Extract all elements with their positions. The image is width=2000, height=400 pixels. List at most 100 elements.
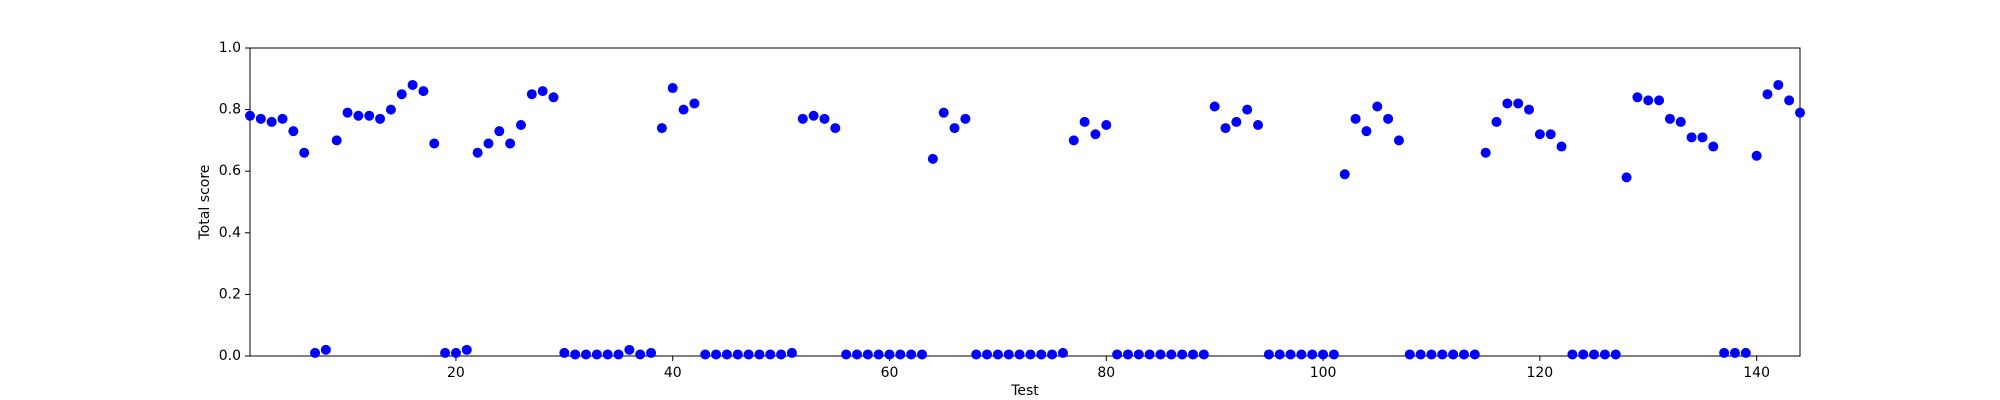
point: [472, 147, 483, 158]
point: [743, 349, 754, 360]
point: [1524, 104, 1535, 115]
x-tick-label: 100: [1310, 365, 1337, 381]
point: [559, 347, 570, 358]
point: [1502, 98, 1513, 109]
point: [1318, 349, 1329, 360]
point: [1350, 113, 1361, 124]
point: [613, 349, 624, 360]
point: [873, 349, 884, 360]
y-tick-label: 0.0: [219, 348, 241, 364]
point: [1437, 349, 1448, 360]
point: [1599, 349, 1610, 360]
point: [1003, 349, 1014, 360]
x-tick-label: 80: [1097, 365, 1115, 381]
point: [1415, 349, 1426, 360]
point: [841, 349, 852, 360]
point: [1198, 349, 1209, 360]
point: [602, 349, 613, 360]
x-tick-label: 120: [1526, 365, 1553, 381]
point: [1047, 349, 1058, 360]
point: [906, 349, 917, 360]
point: [1675, 116, 1686, 127]
point: [700, 349, 711, 360]
point: [656, 123, 667, 134]
point: [1784, 95, 1795, 106]
point: [960, 113, 971, 124]
point: [971, 349, 982, 360]
point: [1274, 349, 1285, 360]
point: [1068, 135, 1079, 146]
point: [407, 79, 418, 90]
point: [1751, 150, 1762, 161]
point: [494, 126, 505, 137]
point: [1643, 95, 1654, 106]
point: [1773, 79, 1784, 90]
point: [461, 344, 472, 355]
point: [1307, 349, 1318, 360]
point: [1480, 147, 1491, 158]
point: [776, 349, 787, 360]
point: [895, 349, 906, 360]
point: [581, 349, 592, 360]
point: [526, 89, 537, 100]
point: [266, 116, 277, 127]
point: [515, 120, 526, 130]
point: [1166, 349, 1177, 360]
point: [1253, 120, 1264, 130]
point: [591, 349, 602, 360]
point: [1383, 113, 1394, 124]
x-tick-label: 40: [664, 365, 682, 381]
point: [830, 123, 841, 134]
x-tick-label: 20: [447, 365, 465, 381]
point: [992, 349, 1003, 360]
point: [1448, 349, 1459, 360]
point: [1556, 141, 1567, 152]
point: [1567, 349, 1578, 360]
point: [440, 347, 451, 358]
point: [342, 107, 353, 118]
point: [1795, 107, 1805, 118]
point: [310, 347, 321, 358]
x-axis-label: Test: [1010, 383, 1039, 399]
point: [1209, 101, 1220, 112]
point: [765, 349, 776, 360]
point: [1632, 92, 1643, 103]
point: [917, 349, 928, 360]
x-tick-label: 140: [1743, 365, 1770, 381]
point: [624, 344, 635, 355]
y-tick-label: 1.0: [219, 40, 241, 56]
y-axis-label: Total score: [197, 165, 213, 241]
point: [1057, 347, 1068, 358]
point: [1079, 116, 1090, 127]
point: [1144, 349, 1155, 360]
point: [331, 135, 342, 146]
point: [1740, 347, 1751, 358]
point: [1328, 349, 1339, 360]
point: [299, 147, 310, 158]
point: [385, 104, 396, 115]
point: [982, 349, 993, 360]
point: [483, 138, 494, 149]
point: [819, 113, 830, 124]
point: [1231, 116, 1242, 127]
point: [1589, 349, 1600, 360]
point: [678, 104, 689, 115]
point: [353, 110, 364, 121]
point: [1719, 347, 1730, 358]
point: [1762, 89, 1773, 100]
point: [808, 110, 819, 121]
point: [689, 98, 700, 109]
point: [1025, 349, 1036, 360]
point: [1155, 349, 1166, 360]
point: [1393, 135, 1404, 146]
point: [429, 138, 440, 149]
y-tick-label: 0.8: [219, 102, 241, 118]
point: [754, 349, 765, 360]
point: [1122, 349, 1133, 360]
point: [938, 107, 949, 118]
point: [1578, 349, 1589, 360]
point: [1263, 349, 1274, 360]
point: [320, 344, 331, 355]
point: [1372, 101, 1383, 112]
